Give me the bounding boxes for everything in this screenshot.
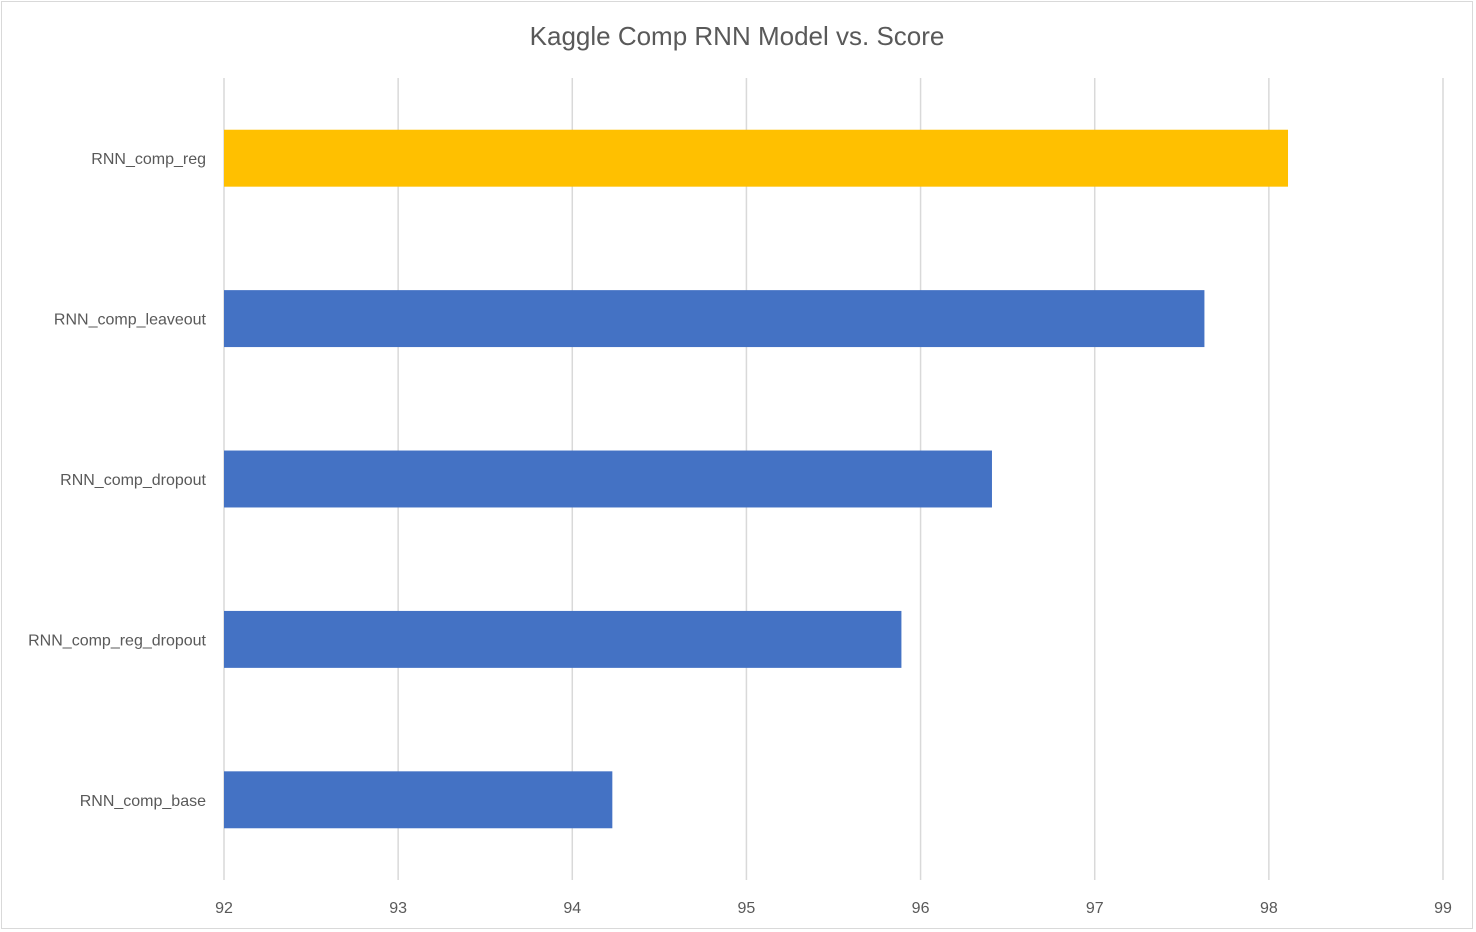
x-tick-label: 94	[563, 900, 581, 917]
bar-rnn-comp-reg-dropout	[224, 610, 902, 668]
chart-title: Kaggle Comp RNN Model vs. Score	[530, 21, 945, 51]
x-tick-label: 97	[1086, 900, 1104, 917]
x-tick-label: 93	[389, 900, 407, 917]
value-axis: 92 93 94 95 96 97 98 99	[215, 900, 1452, 917]
category-label: RNN_comp_dropout	[60, 472, 206, 489]
bar-rnn-comp-reg	[224, 129, 1289, 187]
category-label: RNN_comp_reg	[91, 151, 206, 168]
category-label: RNN_comp_base	[80, 793, 206, 810]
bar-rnn-comp-dropout	[224, 450, 992, 508]
x-tick-label: 96	[912, 900, 930, 917]
x-tick-label: 99	[1434, 900, 1452, 917]
bar-rnn-comp-base	[224, 771, 613, 829]
category-label: RNN_comp_reg_dropout	[28, 632, 206, 649]
x-tick-label: 98	[1260, 900, 1278, 917]
x-tick-label: 92	[215, 900, 233, 917]
category-axis: RNN_comp_reg RNN_comp_leaveout RNN_comp_dr…	[28, 151, 206, 810]
bars	[224, 129, 1289, 829]
category-label: RNN_comp_leaveout	[54, 312, 207, 329]
bar-rnn-comp-leaveout	[224, 290, 1205, 348]
x-tick-label: 95	[738, 900, 756, 917]
